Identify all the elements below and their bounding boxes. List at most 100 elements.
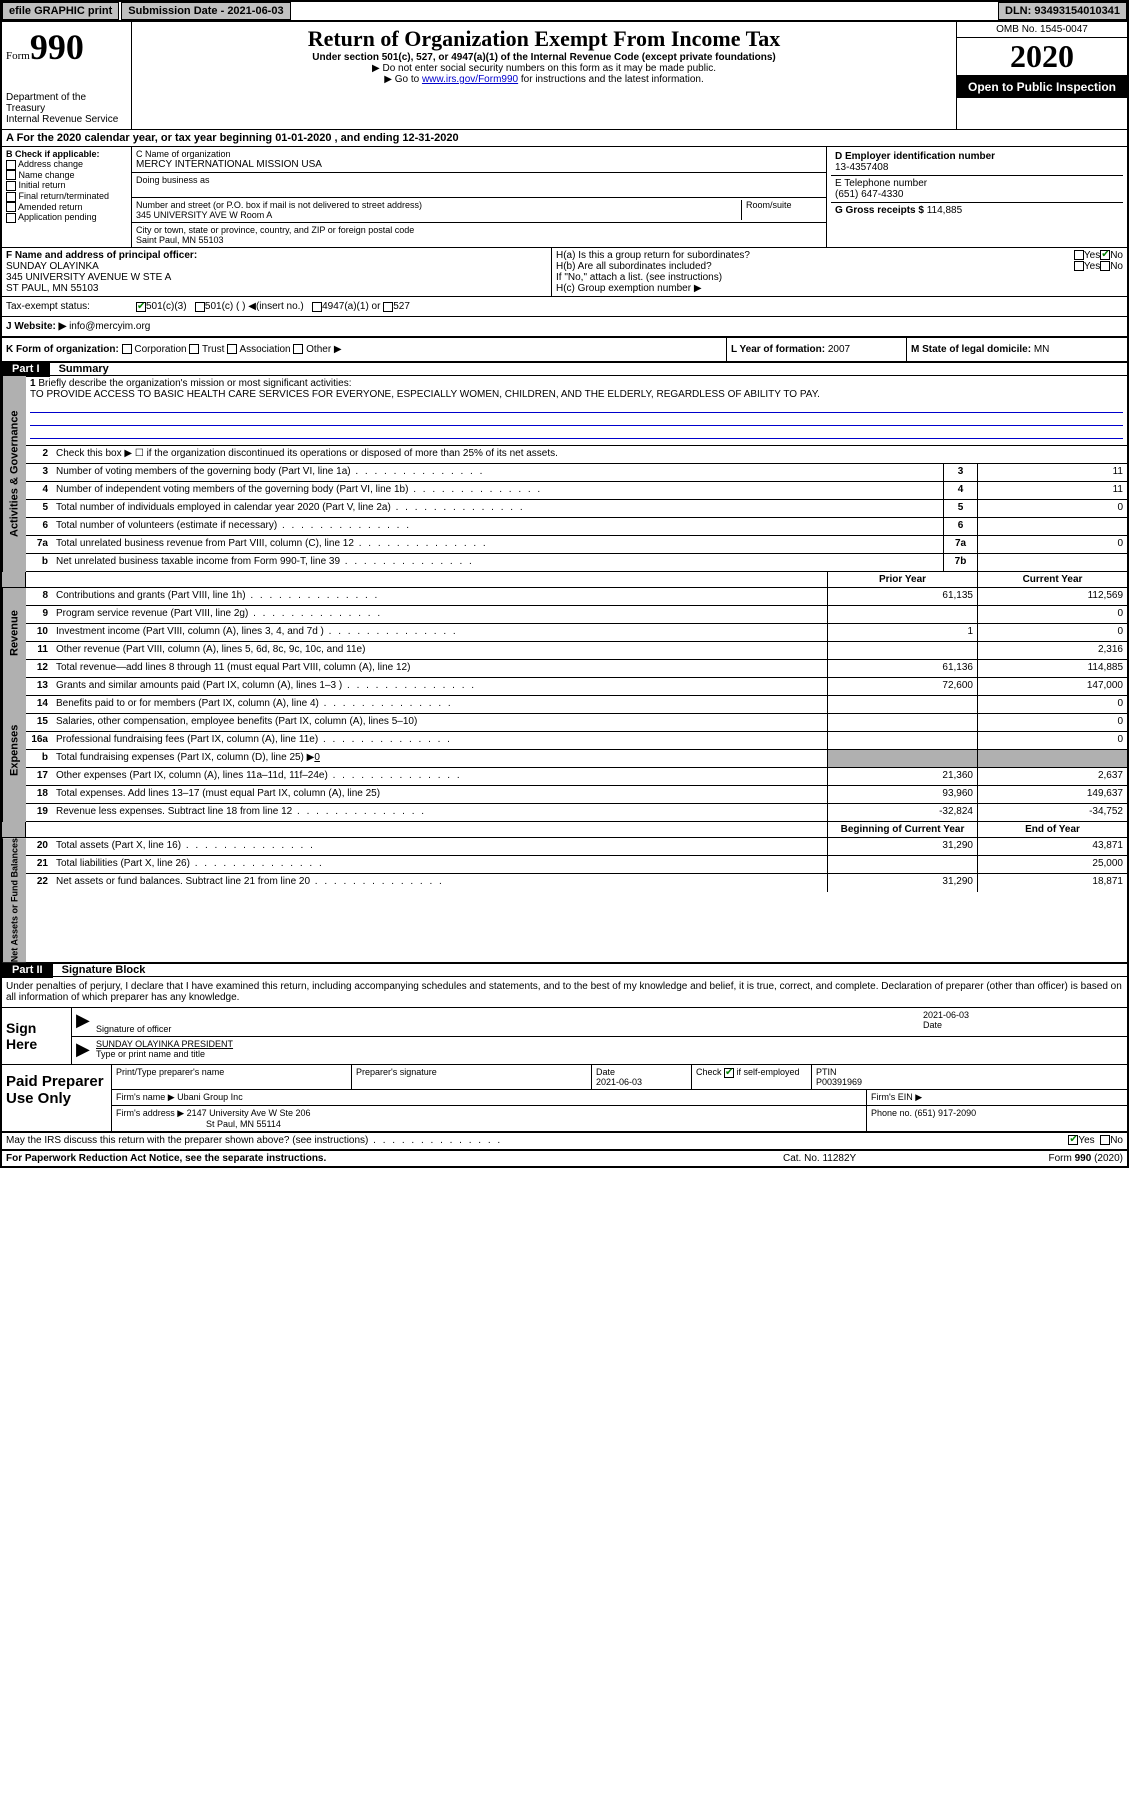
val-7b — [977, 554, 1127, 571]
footer: For Paperwork Reduction Act Notice, see … — [2, 1151, 1127, 1166]
header-mid: Return of Organization Exempt From Incom… — [132, 22, 957, 129]
line-11: Other revenue (Part VIII, column (A), li… — [52, 642, 827, 659]
irs-link[interactable]: www.irs.gov/Form990 — [422, 74, 518, 85]
line-15: Salaries, other compensation, employee b… — [52, 714, 827, 731]
website-row: J Website: ▶ info@mercyim.org — [2, 317, 1127, 338]
val-14c: 0 — [977, 696, 1127, 713]
discuss-no-lbl: No — [1110, 1135, 1123, 1147]
cb-other[interactable] — [293, 344, 303, 354]
line-10: Investment income (Part VIII, column (A)… — [52, 624, 827, 641]
cb-address[interactable] — [6, 160, 16, 170]
dept-treasury: Department of the Treasury — [6, 92, 127, 114]
line-14: Benefits paid to or for members (Part IX… — [52, 696, 827, 713]
open-public: Open to Public Inspection — [957, 76, 1127, 98]
room-label: Room/suite — [742, 200, 822, 220]
ha-yes[interactable] — [1074, 250, 1084, 260]
ha-no-lbl: No — [1110, 250, 1123, 261]
row-klm: K Form of organization: Corporation Trus… — [2, 338, 1127, 363]
val-20c: 43,871 — [977, 838, 1127, 855]
activities-section: Activities & Governance 1 Briefly descri… — [2, 376, 1127, 572]
cb-501c[interactable] — [195, 302, 205, 312]
line-3: Number of voting members of the governin… — [52, 464, 943, 481]
tax-exempt-row: Tax-exempt status: 501(c)(3) 501(c) ( ) … — [2, 297, 1127, 317]
mission-box: 1 Briefly describe the organization's mi… — [26, 376, 1127, 446]
cb-corp[interactable] — [122, 344, 132, 354]
hb-yes[interactable] — [1074, 261, 1084, 271]
val-17p: 21,360 — [827, 768, 977, 785]
val-11c: 2,316 — [977, 642, 1127, 659]
form-number: 990 — [30, 27, 84, 67]
form-title: Return of Organization Exempt From Incom… — [136, 26, 952, 52]
footer-right: Form 990 (2020) — [983, 1153, 1123, 1164]
firm-addr1: 2147 University Ave W Ste 206 — [187, 1108, 311, 1118]
part2-header: Part II Signature Block — [2, 964, 1127, 977]
ha-yes-lbl: Yes — [1084, 250, 1100, 261]
expenses-section: Expenses 13Grants and similar amounts pa… — [2, 678, 1127, 822]
box-d-e-g: D Employer identification number 13-4357… — [827, 147, 1127, 247]
discuss-yes[interactable] — [1068, 1135, 1078, 1145]
cb-assoc[interactable] — [227, 344, 237, 354]
cb-self-employed[interactable] — [724, 1068, 734, 1078]
discuss-yes-lbl: Yes — [1078, 1135, 1094, 1147]
line-7a: Total unrelated business revenue from Pa… — [52, 536, 943, 553]
cb-4947[interactable] — [312, 302, 322, 312]
cb-trust[interactable] — [189, 344, 199, 354]
part1-title: Summary — [53, 363, 109, 375]
officer-addr1: 345 UNIVERSITY AVENUE W STE A — [6, 272, 547, 283]
line-17: Other expenses (Part IX, column (A), lin… — [52, 768, 827, 785]
opt-501c: 501(c) ( ) ◀(insert no.) — [205, 301, 304, 312]
self-emp-label: if self-employed — [737, 1067, 800, 1077]
sig-date-label: Date — [923, 1020, 942, 1030]
val-12c: 114,885 — [977, 660, 1127, 677]
prep-name-label: Print/Type preparer's name — [112, 1065, 352, 1089]
cb-amended[interactable] — [6, 202, 16, 212]
addr-value: 345 UNIVERSITY AVE W Room A — [136, 210, 737, 220]
val-16ac: 0 — [977, 732, 1127, 749]
val-8p: 61,135 — [827, 588, 977, 605]
footer-left: For Paperwork Reduction Act Notice, see … — [6, 1153, 783, 1164]
sig-arrow2-icon: ▶ — [76, 1039, 96, 1060]
opt-initial: Initial return — [19, 180, 66, 190]
part2-label: Part II — [2, 962, 53, 978]
l-label: L Year of formation: — [731, 344, 828, 355]
part1-header: Part I Summary — [2, 363, 1127, 376]
prior-year-header: Prior Year — [827, 572, 977, 587]
opt-final: Final return/terminated — [19, 191, 110, 201]
discuss-row: May the IRS discuss this return with the… — [2, 1133, 1127, 1151]
hb-no[interactable] — [1100, 261, 1110, 271]
expenses-label: Expenses — [2, 678, 26, 822]
netassets-section: Net Assets or Fund Balances 20Total asse… — [2, 838, 1127, 964]
sig-name-title-label: Type or print name and title — [96, 1049, 205, 1059]
box-f: F Name and address of principal officer:… — [2, 248, 552, 296]
header-left: Form990 Department of the Treasury Inter… — [2, 22, 132, 129]
cb-pending[interactable] — [6, 213, 16, 223]
box-m: M State of legal domicile: MN — [907, 338, 1127, 361]
m-label: M State of legal domicile: — [911, 344, 1034, 355]
cb-name[interactable] — [6, 170, 16, 180]
ptin-label: PTIN — [816, 1067, 837, 1077]
cb-527[interactable] — [383, 302, 393, 312]
ha-no[interactable] — [1100, 250, 1110, 260]
val-9p — [827, 606, 977, 623]
discuss-no[interactable] — [1100, 1135, 1110, 1145]
note-ssn: ▶ Do not enter social security numbers o… — [136, 63, 952, 74]
val-3: 11 — [977, 464, 1127, 481]
dept-irs: Internal Revenue Service — [6, 114, 127, 125]
line-20: Total assets (Part X, line 16) — [52, 838, 827, 855]
val-10c: 0 — [977, 624, 1127, 641]
tax-year: 2020 — [957, 38, 1127, 76]
opt-4947: 4947(a)(1) or — [322, 301, 380, 312]
cb-501c3[interactable] — [136, 302, 146, 312]
part2-title: Signature Block — [56, 964, 146, 976]
box-l: L Year of formation: 2007 — [727, 338, 907, 361]
val-16ap — [827, 732, 977, 749]
val-5: 0 — [977, 500, 1127, 517]
cb-initial[interactable] — [6, 181, 16, 191]
efile-button[interactable]: efile GRAPHIC print — [2, 2, 119, 20]
note-link: ▶ Go to www.irs.gov/Form990 for instruct… — [136, 74, 952, 85]
hb-no-lbl: No — [1110, 261, 1123, 272]
gross-value: 114,885 — [927, 205, 962, 216]
cb-final[interactable] — [6, 192, 16, 202]
preparer-row: Paid Preparer Use Only Print/Type prepar… — [2, 1065, 1127, 1133]
val-10p: 1 — [827, 624, 977, 641]
